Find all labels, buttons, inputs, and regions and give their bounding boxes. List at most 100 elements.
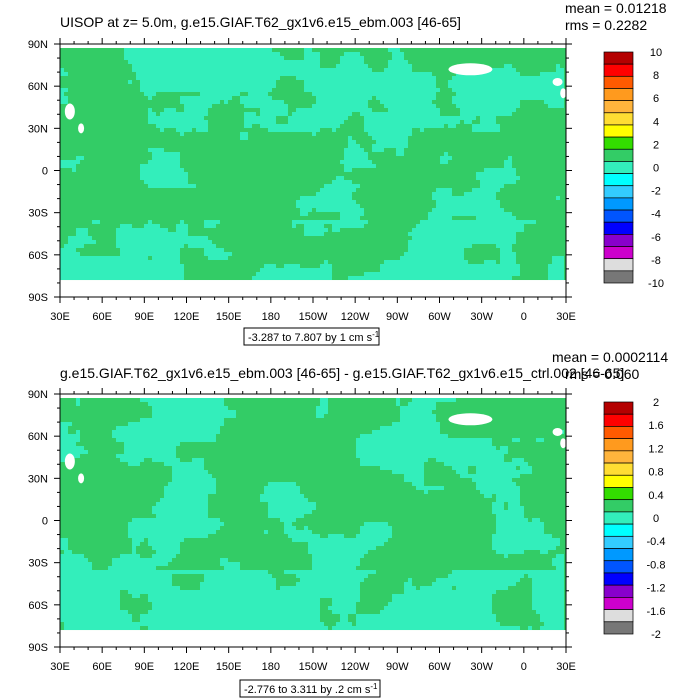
field-cell: [348, 144, 360, 148]
field-cell: [448, 80, 564, 84]
field-cell: [408, 232, 516, 236]
field-cell: [344, 52, 360, 56]
field-cell: [136, 76, 280, 80]
x-tick-label: 180: [262, 661, 280, 673]
field-cell: [364, 128, 412, 132]
colorbar-swatch: [603, 209, 634, 223]
field-cell: [540, 626, 564, 630]
field-cell: [412, 228, 524, 232]
field-cell: [416, 224, 524, 228]
field-cell: [532, 594, 564, 598]
field-cell: [184, 104, 212, 108]
y-tick-label: 60N: [28, 81, 48, 93]
field-cell: [432, 208, 504, 212]
field-cell: [388, 602, 492, 606]
field-cell: [364, 522, 388, 526]
field-cell: [460, 474, 520, 478]
field-cell: [396, 148, 404, 152]
land-mask: [64, 103, 75, 120]
field-cell: [248, 92, 268, 96]
field-cell: [72, 168, 76, 172]
field-cell: [480, 180, 516, 184]
field-cell: [344, 148, 364, 152]
x-tick-label: 30E: [556, 661, 576, 673]
field-cell: [380, 100, 432, 104]
field-cell: [392, 594, 492, 598]
field-cell: [128, 530, 216, 534]
field-cell: [260, 268, 332, 272]
colorbar-label: 2: [653, 397, 659, 409]
polar-mask: [60, 44, 566, 48]
field-cell: [148, 538, 184, 542]
map-plot: 30E 60E 90E 120E 150E 180 150W 120W 90W 60W 30W 0 30…: [28, 388, 576, 673]
field-cell: [284, 522, 292, 526]
field-cell: [500, 446, 508, 450]
field-cell: [448, 84, 564, 88]
field-cell: [192, 458, 204, 462]
field-cell: [400, 410, 432, 414]
field-cell: [172, 478, 216, 482]
x-tick-label: 60E: [92, 311, 112, 323]
field-cell: [540, 550, 548, 554]
field-cell: [448, 574, 524, 578]
field-cell: [340, 614, 348, 618]
field-cell: [412, 398, 456, 402]
field-cell: [204, 220, 220, 224]
field-cell: [60, 264, 184, 268]
field-cell: [60, 434, 80, 438]
field-cell: [472, 124, 500, 128]
field-cell: [140, 168, 184, 172]
field-cell: [316, 96, 372, 100]
colorbar-swatch: [603, 597, 634, 610]
field-cell: [112, 562, 168, 566]
field-cell: [148, 184, 196, 188]
field-cell: [108, 566, 156, 570]
x-tick-label: 90E: [135, 311, 155, 323]
field-cell: [140, 176, 188, 180]
field-cell: [240, 100, 284, 104]
colorbar-swatch: [603, 499, 634, 513]
field-cell: [280, 518, 296, 522]
field-cell: [60, 422, 72, 426]
field-cell: [208, 256, 228, 260]
field-cell: [244, 120, 276, 124]
field-cell: [548, 276, 564, 280]
field-cell: [360, 112, 440, 116]
field-cell: [332, 598, 360, 602]
field-cell: [148, 160, 180, 164]
field-cell: [116, 454, 176, 458]
field-cell: [284, 526, 296, 530]
x-tick-label: 150W: [299, 311, 328, 323]
field-cell: [428, 216, 452, 220]
field-cell: [128, 522, 224, 526]
field-cell: [60, 558, 88, 562]
field-cell: [348, 276, 512, 280]
field-cell: [420, 128, 424, 132]
field-cell: [64, 244, 84, 248]
field-cell: [60, 100, 68, 104]
field-cell: [180, 132, 184, 136]
field-cell: [200, 92, 240, 96]
field-cell: [356, 614, 496, 618]
x-tick-label: 90W: [386, 661, 409, 673]
field-cell: [152, 554, 176, 558]
field-cell: [60, 248, 76, 252]
field-cell: [296, 582, 360, 586]
field-cell: [340, 60, 364, 64]
field-cell: [156, 550, 180, 554]
field-cell: [132, 542, 140, 546]
colorbar-label: -0.4: [647, 536, 666, 548]
field-cell: [496, 530, 544, 534]
field-cell: [152, 414, 236, 418]
field-cell: [124, 56, 284, 60]
field-cell: [116, 426, 220, 430]
colorbar-label: 1.2: [648, 443, 663, 455]
field-cell: [420, 220, 536, 224]
x-tick-label: 120W: [341, 311, 370, 323]
colorbar-swatch: [603, 548, 634, 562]
field-cell: [504, 64, 512, 68]
colorbar-swatch: [603, 51, 634, 65]
field-cell: [160, 498, 208, 502]
land-mask: [78, 473, 85, 484]
field-cell: [164, 494, 208, 498]
